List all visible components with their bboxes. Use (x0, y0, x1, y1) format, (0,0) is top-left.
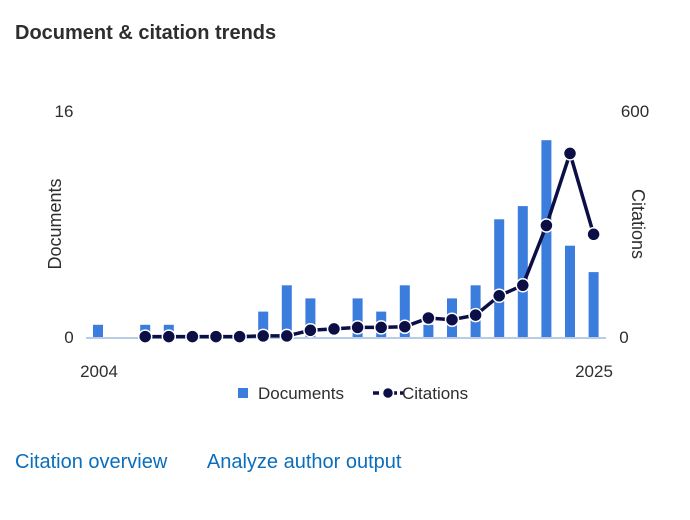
documents-bar-2022 (517, 206, 528, 338)
citations-point-2015 (350, 320, 365, 335)
citations-point-2019 (444, 312, 460, 327)
citations-point-2011 (255, 328, 271, 344)
documents-bar-2018 (423, 324, 434, 338)
legend-citations-marker (381, 386, 395, 400)
citations-point-2012 (279, 328, 295, 344)
documents-bar-2012 (281, 285, 292, 339)
y-right-max-tick: 600 (621, 102, 649, 121)
citations-point-2006 (137, 329, 153, 344)
documents-bar-2015 (352, 298, 363, 338)
y-right-axis-label: Citations (628, 189, 648, 259)
y-left-min-tick: 0 (64, 328, 73, 347)
documents-bar-2024 (565, 245, 575, 338)
citation-overview-link[interactable]: Citation overview (15, 451, 168, 473)
x-start-tick: 2004 (80, 362, 118, 381)
citations-point-2020 (468, 307, 483, 323)
x-end-tick: 2025 (575, 362, 613, 381)
citations-point-2025 (586, 227, 601, 242)
citations-point-2007 (161, 329, 177, 344)
y-right-min-tick: 0 (619, 328, 628, 347)
y-left-axis-label: Documents (45, 178, 65, 269)
legend-documents-label: Documents (258, 384, 344, 403)
citations-point-2022 (515, 278, 531, 293)
citations-point-2018 (421, 310, 436, 326)
citations-point-2017 (397, 319, 413, 334)
card-title: Document & citation trends (15, 22, 277, 44)
documents-bar-2004 (93, 324, 103, 338)
legend-documents-swatch (238, 388, 248, 398)
documents-bar-2021 (494, 219, 505, 338)
citations-point-2010 (232, 329, 247, 344)
documents-bar-2025 (588, 272, 599, 338)
documents-bar-2013 (305, 298, 316, 338)
legend: Documents Citations (238, 384, 468, 403)
citations-point-2016 (373, 320, 389, 335)
citations-point-2014 (326, 321, 342, 337)
citations-point-2023 (539, 218, 554, 233)
citations-point-2024 (562, 146, 578, 161)
citations-point-2008 (185, 329, 200, 344)
citations-point-2021 (491, 288, 507, 304)
citations-point-2009 (208, 329, 224, 344)
footer-links: Citation overview Analyze author output (15, 451, 435, 474)
documents-bars (93, 140, 599, 339)
citations-line (137, 146, 601, 344)
analyze-author-output-link[interactable]: Analyze author output (206, 451, 402, 473)
trends-chart: 16 0 600 0 Documents Citations 2004 2025… (45, 102, 649, 403)
documents-bar-2017 (399, 285, 410, 339)
documents-bar-2011 (258, 311, 269, 338)
legend-citations-label: Citations (402, 384, 468, 403)
citations-point-2013 (303, 323, 318, 338)
documents-bar-2023 (541, 140, 552, 338)
y-left-max-tick: 16 (55, 102, 74, 121)
